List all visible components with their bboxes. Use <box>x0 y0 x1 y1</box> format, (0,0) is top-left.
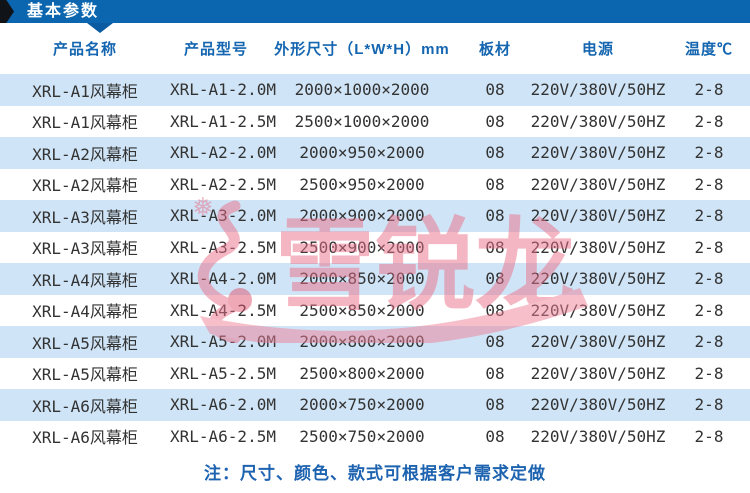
cell-model: XRL-A4-2.5M <box>170 300 276 320</box>
cell-dimensions: 2500×800×2000 <box>299 363 425 383</box>
cell-model: XRL-A1-2.0M <box>170 80 276 100</box>
cell-power: 220V/380V/50HZ <box>530 300 666 320</box>
cell-power: 220V/380V/50HZ <box>530 332 666 352</box>
cell-model: XRL-A3-2.0M <box>170 206 276 226</box>
table-row: XRL-A1风幕柜 XRL-A1-2.5M 2500×1000×2000 08 220V… <box>0 105 750 137</box>
cell-material: 08 <box>485 426 505 446</box>
cell-product-name: XRL-A2风幕柜 <box>32 144 138 164</box>
cell-product-name: XRL-A5风幕柜 <box>32 333 138 353</box>
table-header-row: 产品名称 产品型号 外形尺寸（L*W*H）mm 板材 电源 温度℃ <box>0 23 750 74</box>
cell-temperature: 2-8 <box>694 332 724 352</box>
cell-power: 220V/380V/50HZ <box>530 395 666 415</box>
cell-model: XRL-A5-2.0M <box>170 332 276 352</box>
cell-model: XRL-A1-2.5M <box>170 111 276 131</box>
cell-product-name: XRL-A6风幕柜 <box>32 396 138 416</box>
cell-material: 08 <box>485 174 505 194</box>
table-row: XRL-A3风幕柜 XRL-A3-2.0M 2000×900×2000 08 220V/… <box>0 200 750 232</box>
cell-model: XRL-A2-2.5M <box>170 174 276 194</box>
cell-power: 220V/380V/50HZ <box>530 174 666 194</box>
cell-product-name: XRL-A2风幕柜 <box>32 176 138 196</box>
column-header-model: 产品型号 <box>183 41 248 58</box>
cell-temperature: 2-8 <box>694 174 724 194</box>
cell-dimensions: 2500×750×2000 <box>299 426 425 446</box>
cell-dimensions: 2000×750×2000 <box>299 395 425 415</box>
cell-product-name: XRL-A5风幕柜 <box>32 365 138 385</box>
cell-dimensions: 2500×1000×2000 <box>294 111 430 131</box>
banner-notch-triangle <box>87 23 113 33</box>
table-row: XRL-A3风幕柜 XRL-A3-2.5M 2500×900×2000 08 220V/… <box>0 231 750 263</box>
cell-dimensions: 2000×800×2000 <box>299 332 425 352</box>
table-row: XRL-A2风幕柜 XRL-A2-2.0M 2000×950×2000 08 220V/… <box>0 137 750 169</box>
cell-dimensions: 2500×850×2000 <box>299 300 425 320</box>
cell-product-name: XRL-A1风幕柜 <box>32 81 138 101</box>
cell-model: XRL-A5-2.5M <box>170 363 276 383</box>
cell-power: 220V/380V/50HZ <box>530 426 666 446</box>
cell-power: 220V/380V/50HZ <box>530 206 666 226</box>
banner-title: 基本参数 <box>27 3 100 20</box>
banner-bar: 基本参数 <box>0 0 750 33</box>
cell-product-name: XRL-A4风幕柜 <box>32 302 138 322</box>
cell-dimensions: 2000×1000×2000 <box>294 80 430 100</box>
table-row: XRL-A5风幕柜 XRL-A5-2.0M 2000×800×2000 08 220V/… <box>0 326 750 358</box>
table-row: XRL-A1风幕柜 XRL-A1-2.0M 2000×1000×2000 08 220V… <box>0 74 750 106</box>
column-header-material: 板材 <box>478 41 511 58</box>
column-header-product-name: 产品名称 <box>52 41 117 58</box>
cell-dimensions: 2500×950×2000 <box>299 174 425 194</box>
cell-dimensions: 2500×900×2000 <box>299 237 425 257</box>
cell-temperature: 2-8 <box>694 80 724 100</box>
cell-dimensions: 2000×950×2000 <box>299 143 425 163</box>
table-body: XRL-A1风幕柜 XRL-A1-2.0M 2000×1000×2000 08 220V… <box>0 74 750 452</box>
cell-temperature: 2-8 <box>694 111 724 131</box>
banner-arrow-icon <box>0 0 14 23</box>
cell-temperature: 2-8 <box>694 363 724 383</box>
cell-temperature: 2-8 <box>694 237 724 257</box>
cell-temperature: 2-8 <box>694 395 724 415</box>
column-header-power: 电源 <box>581 41 614 58</box>
cell-model: XRL-A2-2.0M <box>170 143 276 163</box>
cell-temperature: 2-8 <box>694 269 724 289</box>
table-row: XRL-A4风幕柜 XRL-A4-2.5M 2500×850×2000 08 220V/… <box>0 294 750 326</box>
table-row: XRL-A6风幕柜 XRL-A6-2.0M 2000×750×2000 08 220V/… <box>0 389 750 421</box>
column-header-temperature: 温度℃ <box>684 41 733 58</box>
cell-material: 08 <box>485 143 505 163</box>
cell-product-name: XRL-A1风幕柜 <box>32 113 138 133</box>
cell-dimensions: 2000×850×2000 <box>299 269 425 289</box>
cell-material: 08 <box>485 206 505 226</box>
cell-material: 08 <box>485 395 505 415</box>
cell-product-name: XRL-A6风幕柜 <box>32 428 138 448</box>
cell-material: 08 <box>485 332 505 352</box>
cell-temperature: 2-8 <box>694 426 724 446</box>
cell-power: 220V/380V/50HZ <box>530 80 666 100</box>
cell-model: XRL-A6-2.5M <box>170 426 276 446</box>
table-row: XRL-A5风幕柜 XRL-A5-2.5M 2500×800×2000 08 220V/… <box>0 357 750 389</box>
cell-power: 220V/380V/50HZ <box>530 111 666 131</box>
cell-dimensions: 2000×900×2000 <box>299 206 425 226</box>
cell-power: 220V/380V/50HZ <box>530 269 666 289</box>
table-row: XRL-A6风幕柜 XRL-A6-2.5M 2500×750×2000 08 220V/… <box>0 420 750 452</box>
cell-power: 220V/380V/50HZ <box>530 143 666 163</box>
column-header-dimensions: 外形尺寸（L*W*H）mm <box>274 41 450 58</box>
cell-product-name: XRL-A3风幕柜 <box>32 207 138 227</box>
cell-material: 08 <box>485 80 505 100</box>
cell-model: XRL-A4-2.0M <box>170 269 276 289</box>
cell-material: 08 <box>485 363 505 383</box>
cell-power: 220V/380V/50HZ <box>530 237 666 257</box>
cell-product-name: XRL-A3风幕柜 <box>32 239 138 259</box>
cell-temperature: 2-8 <box>694 206 724 226</box>
cell-product-name: XRL-A4风幕柜 <box>32 270 138 290</box>
table-row: XRL-A4风幕柜 XRL-A4-2.0M 2000×850×2000 08 220V/… <box>0 263 750 295</box>
cell-material: 08 <box>485 111 505 131</box>
cell-material: 08 <box>485 237 505 257</box>
table-row: XRL-A2风幕柜 XRL-A2-2.5M 2500×950×2000 08 220V/… <box>0 168 750 200</box>
cell-temperature: 2-8 <box>694 143 724 163</box>
custom-order-note: 注：尺寸、颜色、款式可根据客户需求定做 <box>204 464 546 483</box>
cell-material: 08 <box>485 300 505 320</box>
cell-temperature: 2-8 <box>694 300 724 320</box>
cell-model: XRL-A6-2.0M <box>170 395 276 415</box>
cell-model: XRL-A3-2.5M <box>170 237 276 257</box>
cell-power: 220V/380V/50HZ <box>530 363 666 383</box>
cell-material: 08 <box>485 269 505 289</box>
